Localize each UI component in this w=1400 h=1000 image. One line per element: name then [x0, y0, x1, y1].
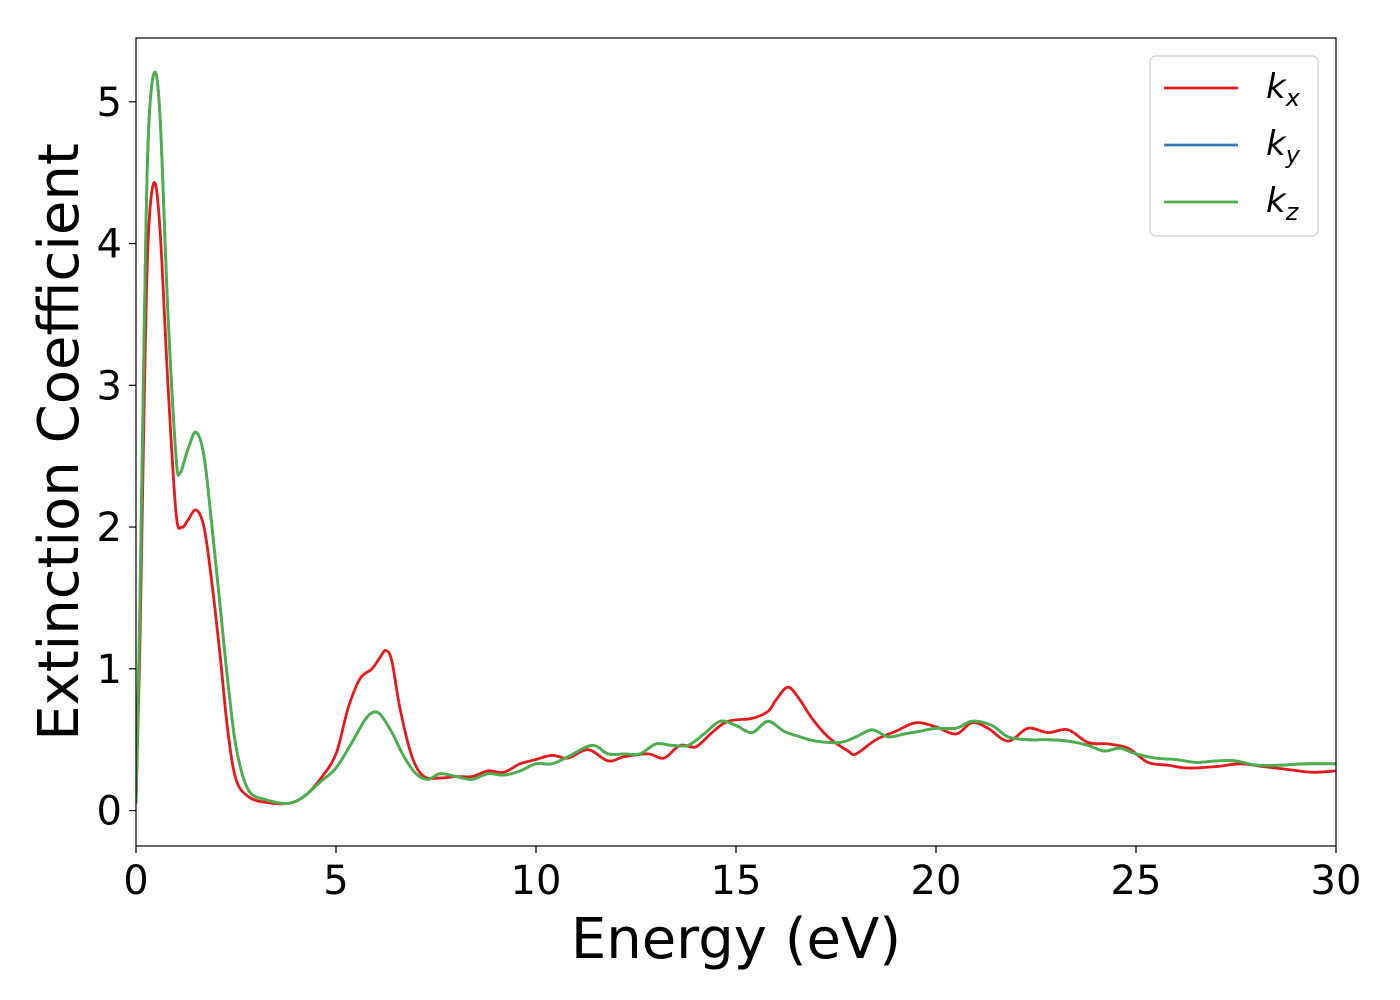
- y-axis-label: Extinction Coefficient: [27, 143, 92, 741]
- legend-label-kx: kx: [1266, 67, 1301, 112]
- x-tick-label: 10: [511, 858, 562, 904]
- y-tick-label: 0: [97, 789, 122, 835]
- legend-label-kz: kz: [1266, 181, 1300, 226]
- x-tick-label: 30: [1311, 858, 1362, 904]
- legend: kx ky kz: [1149, 55, 1319, 237]
- y-tick-label: 1: [97, 647, 122, 693]
- y-tick-label: 3: [97, 363, 122, 409]
- y-tick-label: 4: [97, 222, 122, 268]
- series-line-kz: [136, 70, 1336, 805]
- x-tick-label: 15: [711, 858, 762, 904]
- x-tick-label: 25: [1111, 858, 1162, 904]
- x-tick-label: 0: [123, 858, 148, 904]
- x-axis: 0 5 10 15 20 25 30: [123, 846, 1361, 904]
- series-line-kx: [136, 181, 1336, 806]
- series-layer: [136, 70, 1336, 806]
- x-tick-label: 5: [323, 858, 348, 904]
- x-axis-label: Energy (eV): [571, 907, 901, 972]
- y-axis: 0 1 2 3 4 5: [97, 80, 136, 835]
- y-tick-label: 5: [97, 80, 122, 126]
- x-tick-label: 20: [911, 858, 962, 904]
- legend-label-ky: ky: [1266, 124, 1301, 169]
- y-tick-label: 2: [97, 505, 122, 551]
